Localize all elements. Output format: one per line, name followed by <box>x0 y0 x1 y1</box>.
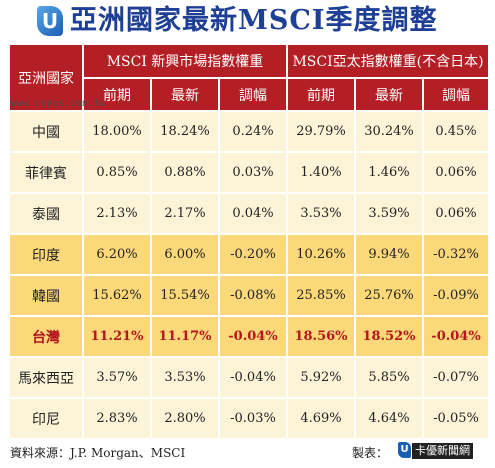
value-cell: 2.83% <box>82 397 152 440</box>
value-cell: -0.08% <box>218 274 288 317</box>
value-cell: -0.03% <box>218 397 288 440</box>
value-cell: 3.59% <box>354 192 424 235</box>
value-cell: 10.26% <box>286 233 356 276</box>
cardu-logo-icon: U <box>37 6 63 36</box>
watermark: www.cnyes.com.tw <box>10 98 107 109</box>
value-cell: 15.54% <box>150 274 220 317</box>
title-bar: U 亞洲國家最新MSCI季度調整 <box>0 0 495 42</box>
group-header-apac: MSCI亞太指數權重(不含日本) <box>285 43 491 79</box>
col-header: 調幅 <box>421 77 491 112</box>
col-header: 前期 <box>82 77 152 112</box>
country-cell: 菲律賓 <box>8 151 84 194</box>
table-row: 馬來西亞 3.57% 3.53% -0.04% 5.92% 5.85% -0.0… <box>8 356 491 399</box>
value-cell: 18.56% <box>286 315 356 358</box>
table-row: 中國 18.00% 18.24% 0.24% 29.79% 30.24% 0.4… <box>8 110 491 153</box>
value-cell: -0.20% <box>218 233 288 276</box>
value-cell: -0.04% <box>218 356 288 399</box>
value-cell: 1.46% <box>354 151 424 194</box>
value-cell: 0.06% <box>421 192 491 235</box>
value-cell: 18.24% <box>150 110 220 153</box>
value-cell: -0.05% <box>421 397 491 440</box>
value-cell: 18.52% <box>354 315 424 358</box>
country-cell: 台灣 <box>8 315 84 358</box>
maker-name: 卡優新聞網 <box>412 443 473 459</box>
value-cell: 6.00% <box>150 233 220 276</box>
value-cell: 3.53% <box>286 192 356 235</box>
value-cell: 2.80% <box>150 397 220 440</box>
msci-weight-table: 亞洲國家 MSCI 新興市場指數權重 MSCI亞太指數權重(不含日本) 前期 最… <box>8 43 491 440</box>
table-row: 韓國 15.62% 15.54% -0.08% 25.85% 25.76% -0… <box>8 274 491 317</box>
value-cell: 11.17% <box>150 315 220 358</box>
value-cell: -0.04% <box>218 315 288 358</box>
country-cell: 中國 <box>8 110 84 153</box>
col-header: 前期 <box>286 77 356 112</box>
value-cell: -0.07% <box>421 356 491 399</box>
col-header: 最新 <box>150 77 220 112</box>
country-cell: 泰國 <box>8 192 84 235</box>
value-cell: 0.88% <box>150 151 220 194</box>
value-cell: 3.53% <box>150 356 220 399</box>
value-cell: -0.09% <box>421 274 491 317</box>
value-cell: 30.24% <box>354 110 424 153</box>
value-cell: -0.04% <box>421 315 491 358</box>
value-cell: 0.24% <box>218 110 288 153</box>
value-cell: 25.76% <box>354 274 424 317</box>
maker-label: 製表： <box>352 446 389 460</box>
col-header: 最新 <box>354 77 424 112</box>
table-row: 泰國 2.13% 2.17% 0.04% 3.53% 3.59% 0.06% <box>8 192 491 235</box>
source-note: 資料來源：J.P. Morgan、MSCI <box>10 446 186 460</box>
country-header: 亞洲國家 <box>8 43 84 112</box>
value-cell: 9.94% <box>354 233 424 276</box>
value-cell: 0.04% <box>218 192 288 235</box>
value-cell: 0.45% <box>421 110 491 153</box>
col-header: 調幅 <box>218 77 288 112</box>
country-cell: 馬來西亞 <box>8 356 84 399</box>
value-cell: 2.13% <box>82 192 152 235</box>
country-cell: 印尼 <box>8 397 84 440</box>
value-cell: 11.21% <box>82 315 152 358</box>
value-cell: 29.79% <box>286 110 356 153</box>
value-cell: 1.40% <box>286 151 356 194</box>
value-cell: 15.62% <box>82 274 152 317</box>
value-cell: 3.57% <box>82 356 152 399</box>
page-title: 亞洲國家最新MSCI季度調整 <box>70 5 438 36</box>
value-cell: -0.32% <box>421 233 491 276</box>
value-cell: 4.64% <box>354 397 424 440</box>
cardu-small-logo-icon: U <box>398 442 411 458</box>
value-cell: 25.85% <box>286 274 356 317</box>
value-cell: 4.69% <box>286 397 356 440</box>
value-cell: 18.00% <box>82 110 152 153</box>
value-cell: 0.03% <box>218 151 288 194</box>
table-row: 印度 6.20% 6.00% -0.20% 10.26% 9.94% -0.32… <box>8 233 491 276</box>
country-cell: 韓國 <box>8 274 84 317</box>
table-row: 印尼 2.83% 2.80% -0.03% 4.69% 4.64% -0.05% <box>8 397 491 440</box>
value-cell: 0.85% <box>82 151 152 194</box>
table-row-highlight: 台灣 11.21% 11.17% -0.04% 18.56% 18.52% -0… <box>8 315 491 358</box>
country-cell: 印度 <box>8 233 84 276</box>
value-cell: 5.85% <box>354 356 424 399</box>
value-cell: 5.92% <box>286 356 356 399</box>
value-cell: 6.20% <box>82 233 152 276</box>
value-cell: 2.17% <box>150 192 220 235</box>
group-header-em: MSCI 新興市場指數權重 <box>82 43 288 79</box>
table-row: 菲律賓 0.85% 0.88% 0.03% 1.40% 1.46% 0.06% <box>8 151 491 194</box>
value-cell: 0.06% <box>421 151 491 194</box>
